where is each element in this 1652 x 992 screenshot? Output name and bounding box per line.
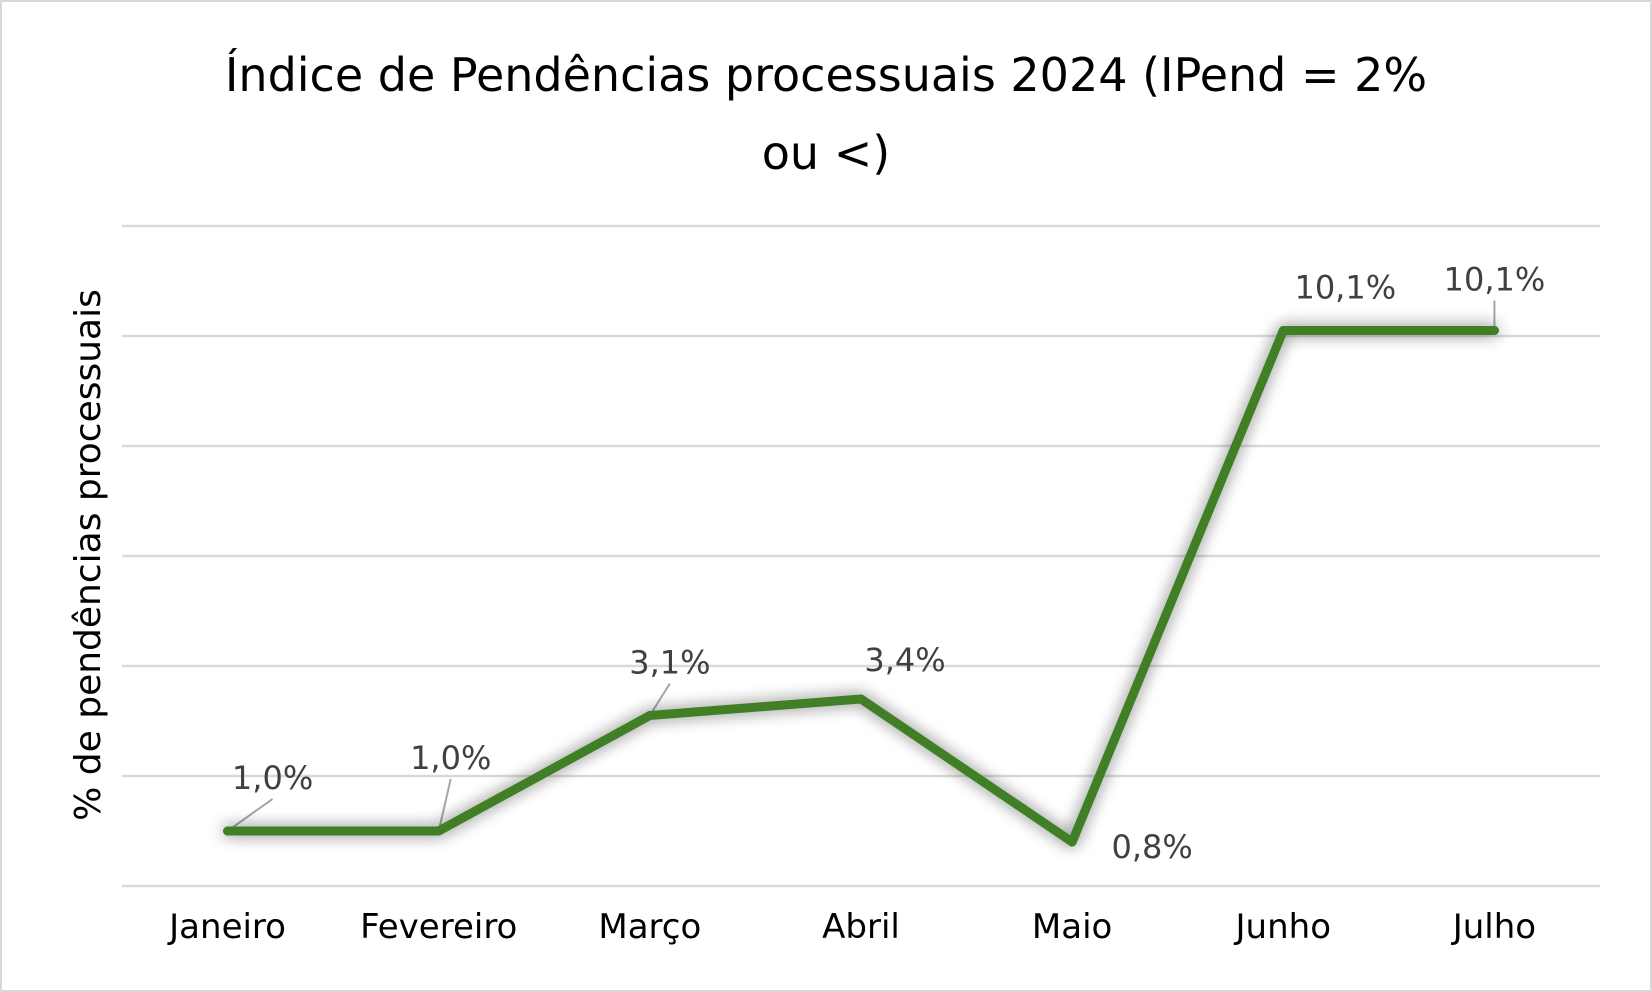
data-point-5 bbox=[1278, 326, 1288, 335]
x-tick-label-1: Fevereiro bbox=[360, 907, 517, 947]
data-point-2 bbox=[645, 711, 655, 720]
data-label-leaders bbox=[226, 300, 1496, 832]
series-line-group bbox=[223, 326, 1499, 847]
leader-line-0 bbox=[226, 798, 274, 832]
x-tick-label-4: Maio bbox=[1032, 907, 1112, 947]
data-label-4: 0,8% bbox=[1111, 828, 1192, 866]
leader-line-2 bbox=[649, 682, 671, 717]
data-label-0: 1,0% bbox=[232, 759, 313, 797]
data-label-6: 10,1% bbox=[1444, 261, 1546, 299]
x-tick-label-3: Abril bbox=[822, 907, 900, 947]
x-tick-label-0: Janeiro bbox=[167, 907, 286, 947]
chart-title: Índice de Pendências processuais 2024 (I… bbox=[0, 36, 1652, 192]
leader-line-1 bbox=[437, 778, 452, 832]
data-label-5: 10,1% bbox=[1294, 269, 1396, 307]
data-point-0 bbox=[223, 826, 233, 836]
data-point-6 bbox=[1489, 326, 1499, 335]
x-tick-label-5: Junho bbox=[1234, 907, 1331, 947]
chart-title-line-1: Índice de Pendências processuais 2024 (I… bbox=[224, 48, 1428, 102]
data-label-1: 1,0% bbox=[410, 739, 491, 777]
data-labels: 1,0% 1,0% 3,1% 3,4% 0,8% 10,1% 10,1% bbox=[232, 261, 1545, 867]
x-tick-label-6: Julho bbox=[1451, 907, 1536, 947]
data-point-3 bbox=[856, 694, 866, 704]
x-axis-tick-labels: Janeiro Fevereiro Março Abril Maio Junho Julho bbox=[167, 907, 1536, 947]
data-point-4 bbox=[1067, 837, 1077, 847]
chart-title-line-2: ou <) bbox=[761, 126, 891, 180]
data-label-3: 3,4% bbox=[864, 641, 945, 679]
data-label-2: 3,1% bbox=[629, 644, 710, 682]
y-axis-label: % de pendências processuais bbox=[68, 289, 109, 821]
x-tick-label-2: Março bbox=[598, 907, 701, 947]
gridlines bbox=[122, 224, 1600, 888]
data-point-1 bbox=[434, 826, 444, 836]
